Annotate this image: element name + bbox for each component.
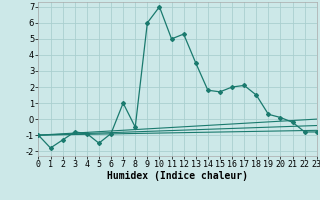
X-axis label: Humidex (Indice chaleur): Humidex (Indice chaleur) bbox=[107, 171, 248, 181]
